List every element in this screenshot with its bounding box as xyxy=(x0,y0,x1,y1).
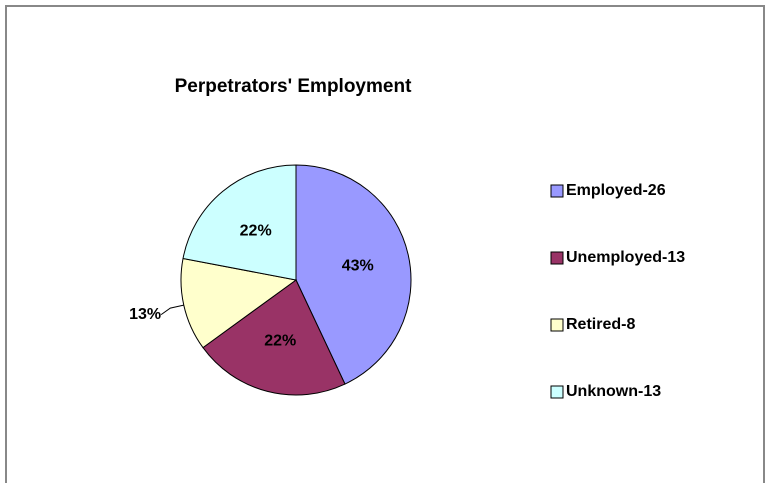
legend-swatch xyxy=(550,385,564,399)
pie-slice xyxy=(180,257,298,349)
data-label: 22% xyxy=(240,222,272,239)
legend-label: Retired-8 xyxy=(566,316,635,333)
pie-slice xyxy=(182,164,297,281)
pie-slice xyxy=(295,164,412,385)
chart-title: Perpetrators' Employment xyxy=(175,76,412,97)
legend-swatch xyxy=(550,184,564,198)
data-label: 13% xyxy=(129,306,161,323)
legend-swatch xyxy=(550,251,564,265)
data-label: 22% xyxy=(264,332,296,349)
leader-line xyxy=(160,304,184,316)
legend-swatch xyxy=(550,318,564,332)
legend-label: Unknown-13 xyxy=(566,383,661,400)
legend-label: Employed-26 xyxy=(566,182,666,199)
pie-slice xyxy=(202,279,346,396)
legend-label: Unemployed-13 xyxy=(566,249,685,266)
data-label: 43% xyxy=(342,257,374,274)
